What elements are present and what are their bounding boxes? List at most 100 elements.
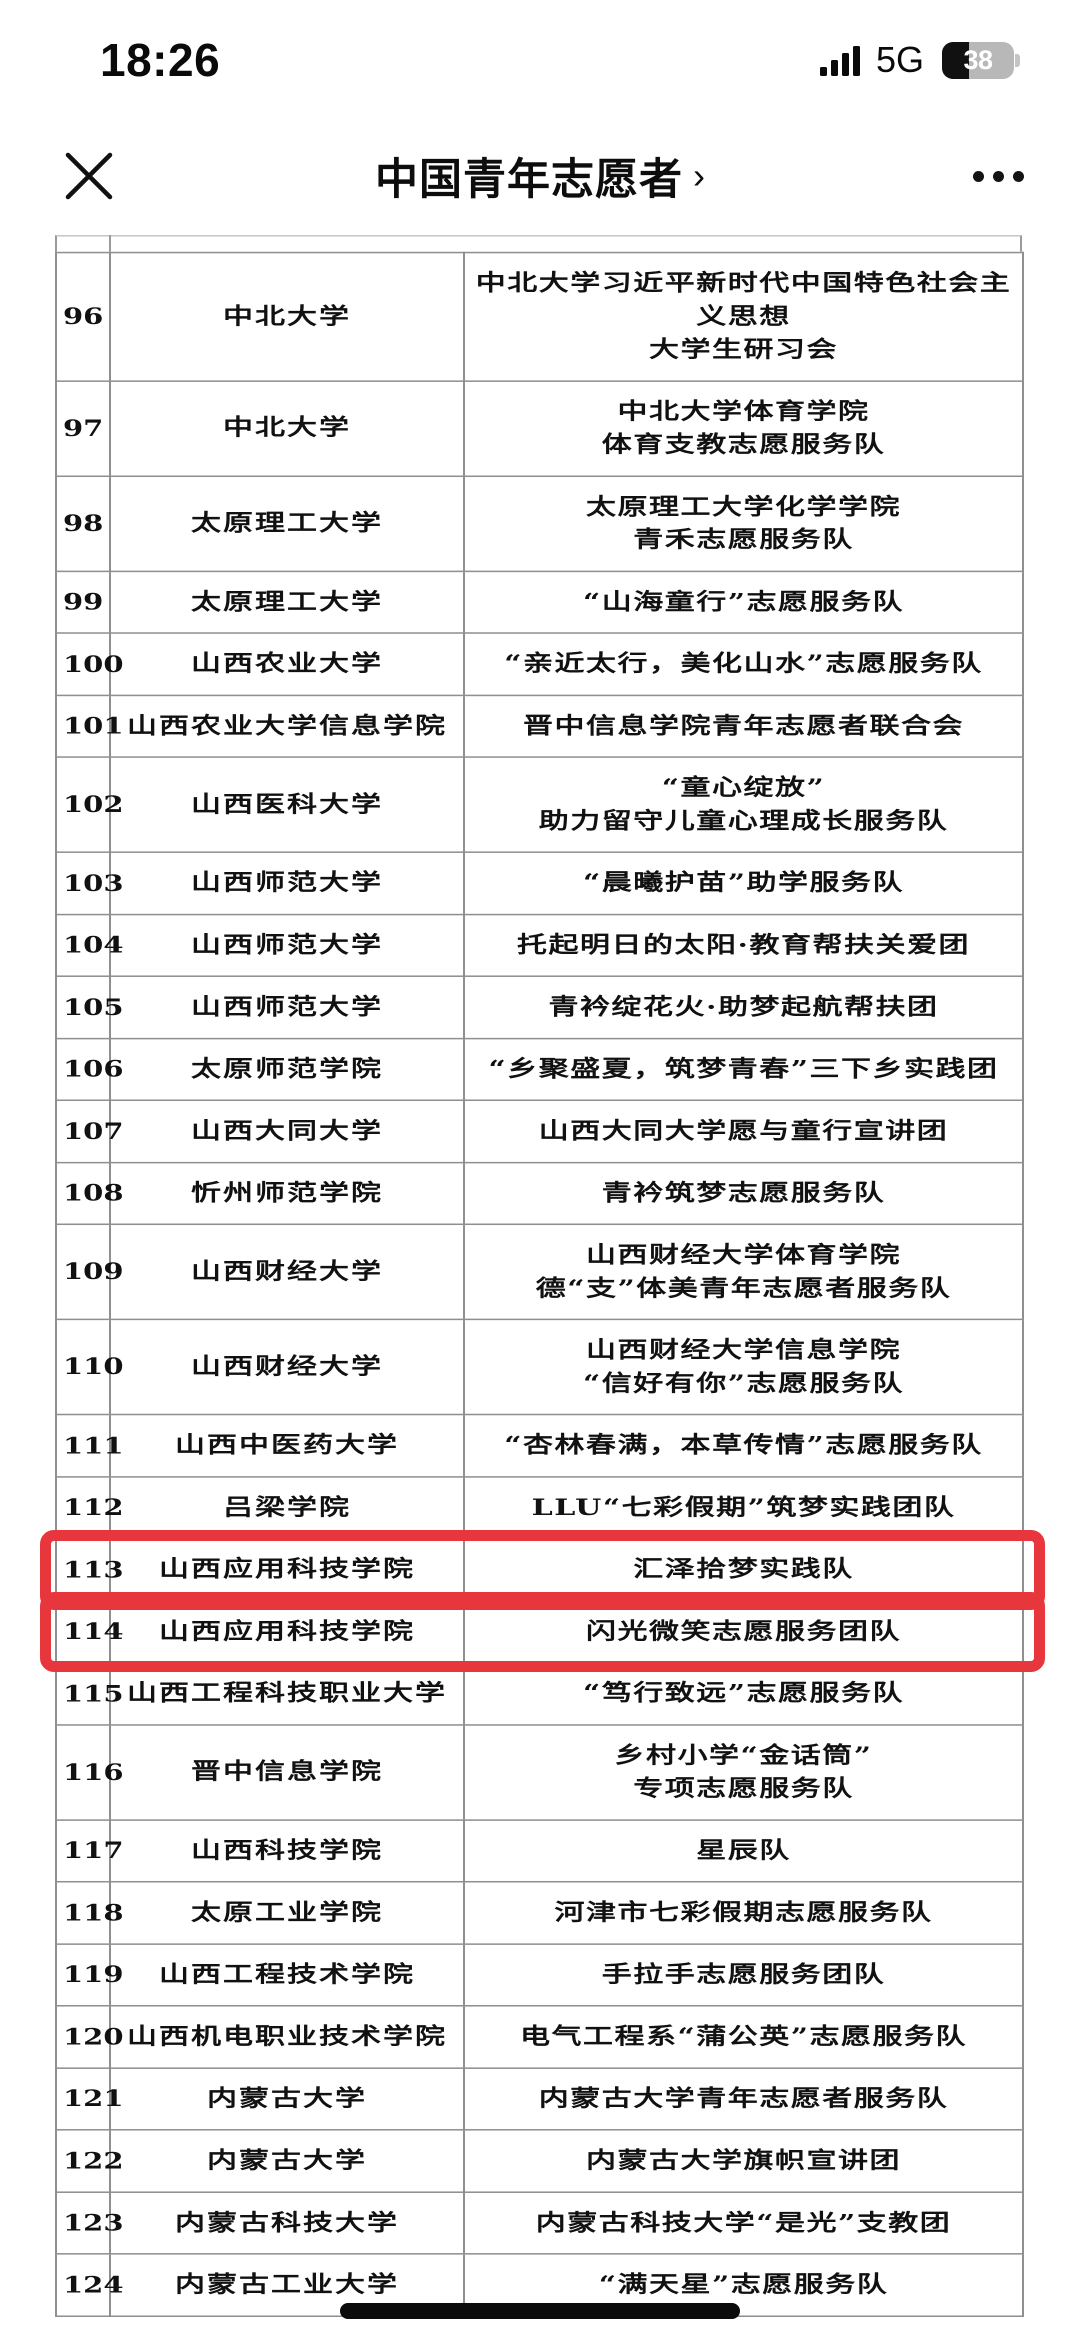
table-row: 124 内蒙古工业大学 “满天星”志愿服务队 [55,2253,1024,2317]
battery-percent-label: 38 [963,44,993,75]
table-body: 96 中北大学 中北大学习近平新时代中国特色社会主义思想 大学生研习会 97 中北大学 中北… [55,251,1024,2317]
organization-cell: 山西医科大学 [109,756,465,853]
table-row: 104 山西师范大学 托起明日的太阳·教育帮扶关爱团 [55,913,1024,977]
chevron-right-icon: › [693,155,705,196]
team-name-cell: 青衿绽花火·助梦起航帮扶团 [463,975,1024,1039]
team-name-cell: “山海童行”志愿服务队 [463,570,1024,634]
organization-cell: 山西师范大学 [109,913,465,977]
team-name-cell: 汇泽拾梦实践队 [463,1537,1024,1602]
team-name-cell: 山西财经大学体育学院 德“支”体美青年志愿者服务队 [463,1223,1024,1321]
row-number-cell: 102 [55,756,124,853]
organization-cell: 太原师范学院 [109,1037,465,1101]
row-number-cell: 119 [55,1942,124,2007]
table-row: 107 山西大同大学 山西大同大学愿与童行宣讲团 [55,1099,1024,1164]
table-row: 112 吕梁学院 LLU“七彩假期”筑梦实践团队 [55,1475,1024,1540]
organization-cell: 山西财经大学 [109,1318,465,1416]
row-number-cell: 121 [55,2067,124,2131]
row-number-cell: 107 [55,1099,124,1164]
row-number-cell: 104 [55,913,124,977]
organization-cell: 晋中信息学院 [109,1723,465,1821]
organization-cell: 山西应用科技学院 [109,1537,465,1602]
team-name-cell: 太原理工大学化学学院 青禾志愿服务队 [463,475,1024,572]
row-number-cell: 101 [55,694,124,758]
team-name-cell: 内蒙古科技大学“是光”支教团 [463,2191,1024,2255]
row-number-cell: 106 [55,1037,124,1101]
table-row: 116 晋中信息学院 乡村小学“金话筒” 专项志愿服务队 [55,1723,1024,1821]
organization-cell: 山西应用科技学院 [109,1599,465,1664]
team-name-cell: 中北大学习近平新时代中国特色社会主义思想 大学生研习会 [463,251,1024,382]
organization-cell: 太原理工大学 [109,475,465,572]
organization-cell: 山西机电职业技术学院 [109,2005,465,2069]
row-number-cell: 98 [55,475,111,572]
row-number-cell: 100 [55,632,124,696]
organization-cell: 山西工程技术学院 [109,1942,465,2007]
team-name-cell: 手拉手志愿服务团队 [463,1942,1024,2007]
row-number-cell: 116 [55,1723,124,1821]
team-name-cell: “笃行致远”志愿服务队 [463,1661,1024,1726]
table-row: 117 山西科技学院 星辰队 [55,1818,1024,1883]
table-row: 122 内蒙古大学 内蒙古大学旗帜宣讲团 [55,2129,1024,2193]
row-number-cell: 123 [55,2191,124,2255]
team-name-cell: 中北大学体育学院 体育支教志愿服务队 [463,380,1024,477]
team-name-cell: 闪光微笑志愿服务团队 [463,1599,1024,1664]
team-name-cell: 内蒙古大学青年志愿者服务队 [463,2067,1024,2131]
table-row: 96 中北大学 中北大学习近平新时代中国特色社会主义思想 大学生研习会 [55,251,1024,382]
row-number-cell: 96 [55,251,111,382]
organization-cell: 吕梁学院 [109,1475,465,1540]
row-number-cell: 99 [55,570,111,634]
network-type-label: 5G [875,39,924,80]
battery-icon: 38 [942,41,1020,79]
organization-cell: 山西中医药大学 [109,1413,465,1478]
organization-cell: 山西科技学院 [109,1818,465,1883]
team-name-cell: 晋中信息学院青年志愿者联合会 [463,694,1024,758]
organization-cell: 太原理工大学 [109,570,465,634]
nav-header: 中国青年志愿者 › [0,120,1080,232]
row-number-cell: 97 [55,380,111,477]
organization-cell: 山西大同大学 [109,1099,465,1164]
table-row: 115 山西工程科技职业大学 “笃行致远”志愿服务队 [55,1661,1024,1726]
team-name-cell: 山西大同大学愿与童行宣讲团 [463,1099,1024,1164]
team-name-cell: 电气工程系“蒲公英”志愿服务队 [463,2005,1024,2069]
table-row: 119 山西工程技术学院 手拉手志愿服务团队 [55,1942,1024,2007]
table-row: 109 山西财经大学 山西财经大学体育学院 德“支”体美青年志愿者服务队 [55,1223,1024,1321]
table-row: 103 山西师范大学 “晨曦护苗”助学服务队 [55,851,1024,915]
organization-cell: 太原工业学院 [109,1880,465,1945]
row-number-cell: 108 [55,1161,124,1226]
table-row: 101 山西农业大学信息学院 晋中信息学院青年志愿者联合会 [55,694,1024,758]
organization-cell: 内蒙古大学 [109,2067,465,2131]
row-number-cell: 110 [55,1318,124,1416]
document-scroll-area[interactable]: 96 中北大学 中北大学习近平新时代中国特色社会主义思想 大学生研习会 97 中北大学 中北… [0,232,1080,2337]
organization-cell: 内蒙古大学 [109,2129,465,2193]
team-name-cell: 星辰队 [463,1818,1024,1883]
status-bar: 18:26 5G 38 [0,0,1080,120]
close-icon[interactable] [54,141,124,211]
row-number-cell: 105 [55,975,124,1039]
more-options-icon[interactable] [973,146,1024,206]
table-row: 105 山西师范大学 青衿绽花火·助梦起航帮扶团 [55,975,1024,1039]
table-row: 111 山西中医药大学 “杏林春满，本草传情”志愿服务队 [55,1413,1024,1478]
table-row: 113 山西应用科技学院 汇泽拾梦实践队 [55,1537,1024,1602]
table-row: 121 内蒙古大学 内蒙古大学青年志愿者服务队 [55,2067,1024,2131]
table-row: 106 太原师范学院 “乡聚盛夏，筑梦青春”三下乡实践团 [55,1037,1024,1101]
row-number-cell: 115 [55,1661,124,1726]
battery-fill [942,41,970,79]
team-name-cell: 河津市七彩假期志愿服务队 [463,1880,1024,1945]
organization-cell: 中北大学 [109,380,465,477]
organization-cell: 山西工程科技职业大学 [109,1661,465,1726]
table-row: 108 忻州师范学院 青衿筑梦志愿服务队 [55,1161,1024,1226]
team-name-cell: 山西财经大学信息学院 “信好有你”志愿服务队 [463,1318,1024,1416]
row-number-cell: 117 [55,1818,124,1883]
row-number-cell: 124 [55,2253,124,2317]
organization-cell: 山西农业大学信息学院 [109,694,465,758]
row-number-cell: 113 [55,1537,124,1602]
volunteer-team-table: 96 中北大学 中北大学习近平新时代中国特色社会主义思想 大学生研习会 97 中北大学 中北… [55,251,1024,2317]
table-row: 102 山西医科大学 “童心绽放” 助力留守儿童心理成长服务队 [55,756,1024,853]
home-indicator [340,2303,740,2319]
team-name-cell: 内蒙古大学旗帜宣讲团 [463,2129,1024,2193]
row-number-cell: 111 [55,1413,124,1478]
organization-cell: 忻州师范学院 [109,1161,465,1226]
nav-title-group[interactable]: 中国青年志愿者 › [0,145,1080,207]
organization-cell: 山西师范大学 [109,975,465,1039]
row-number-cell: 103 [55,851,124,915]
